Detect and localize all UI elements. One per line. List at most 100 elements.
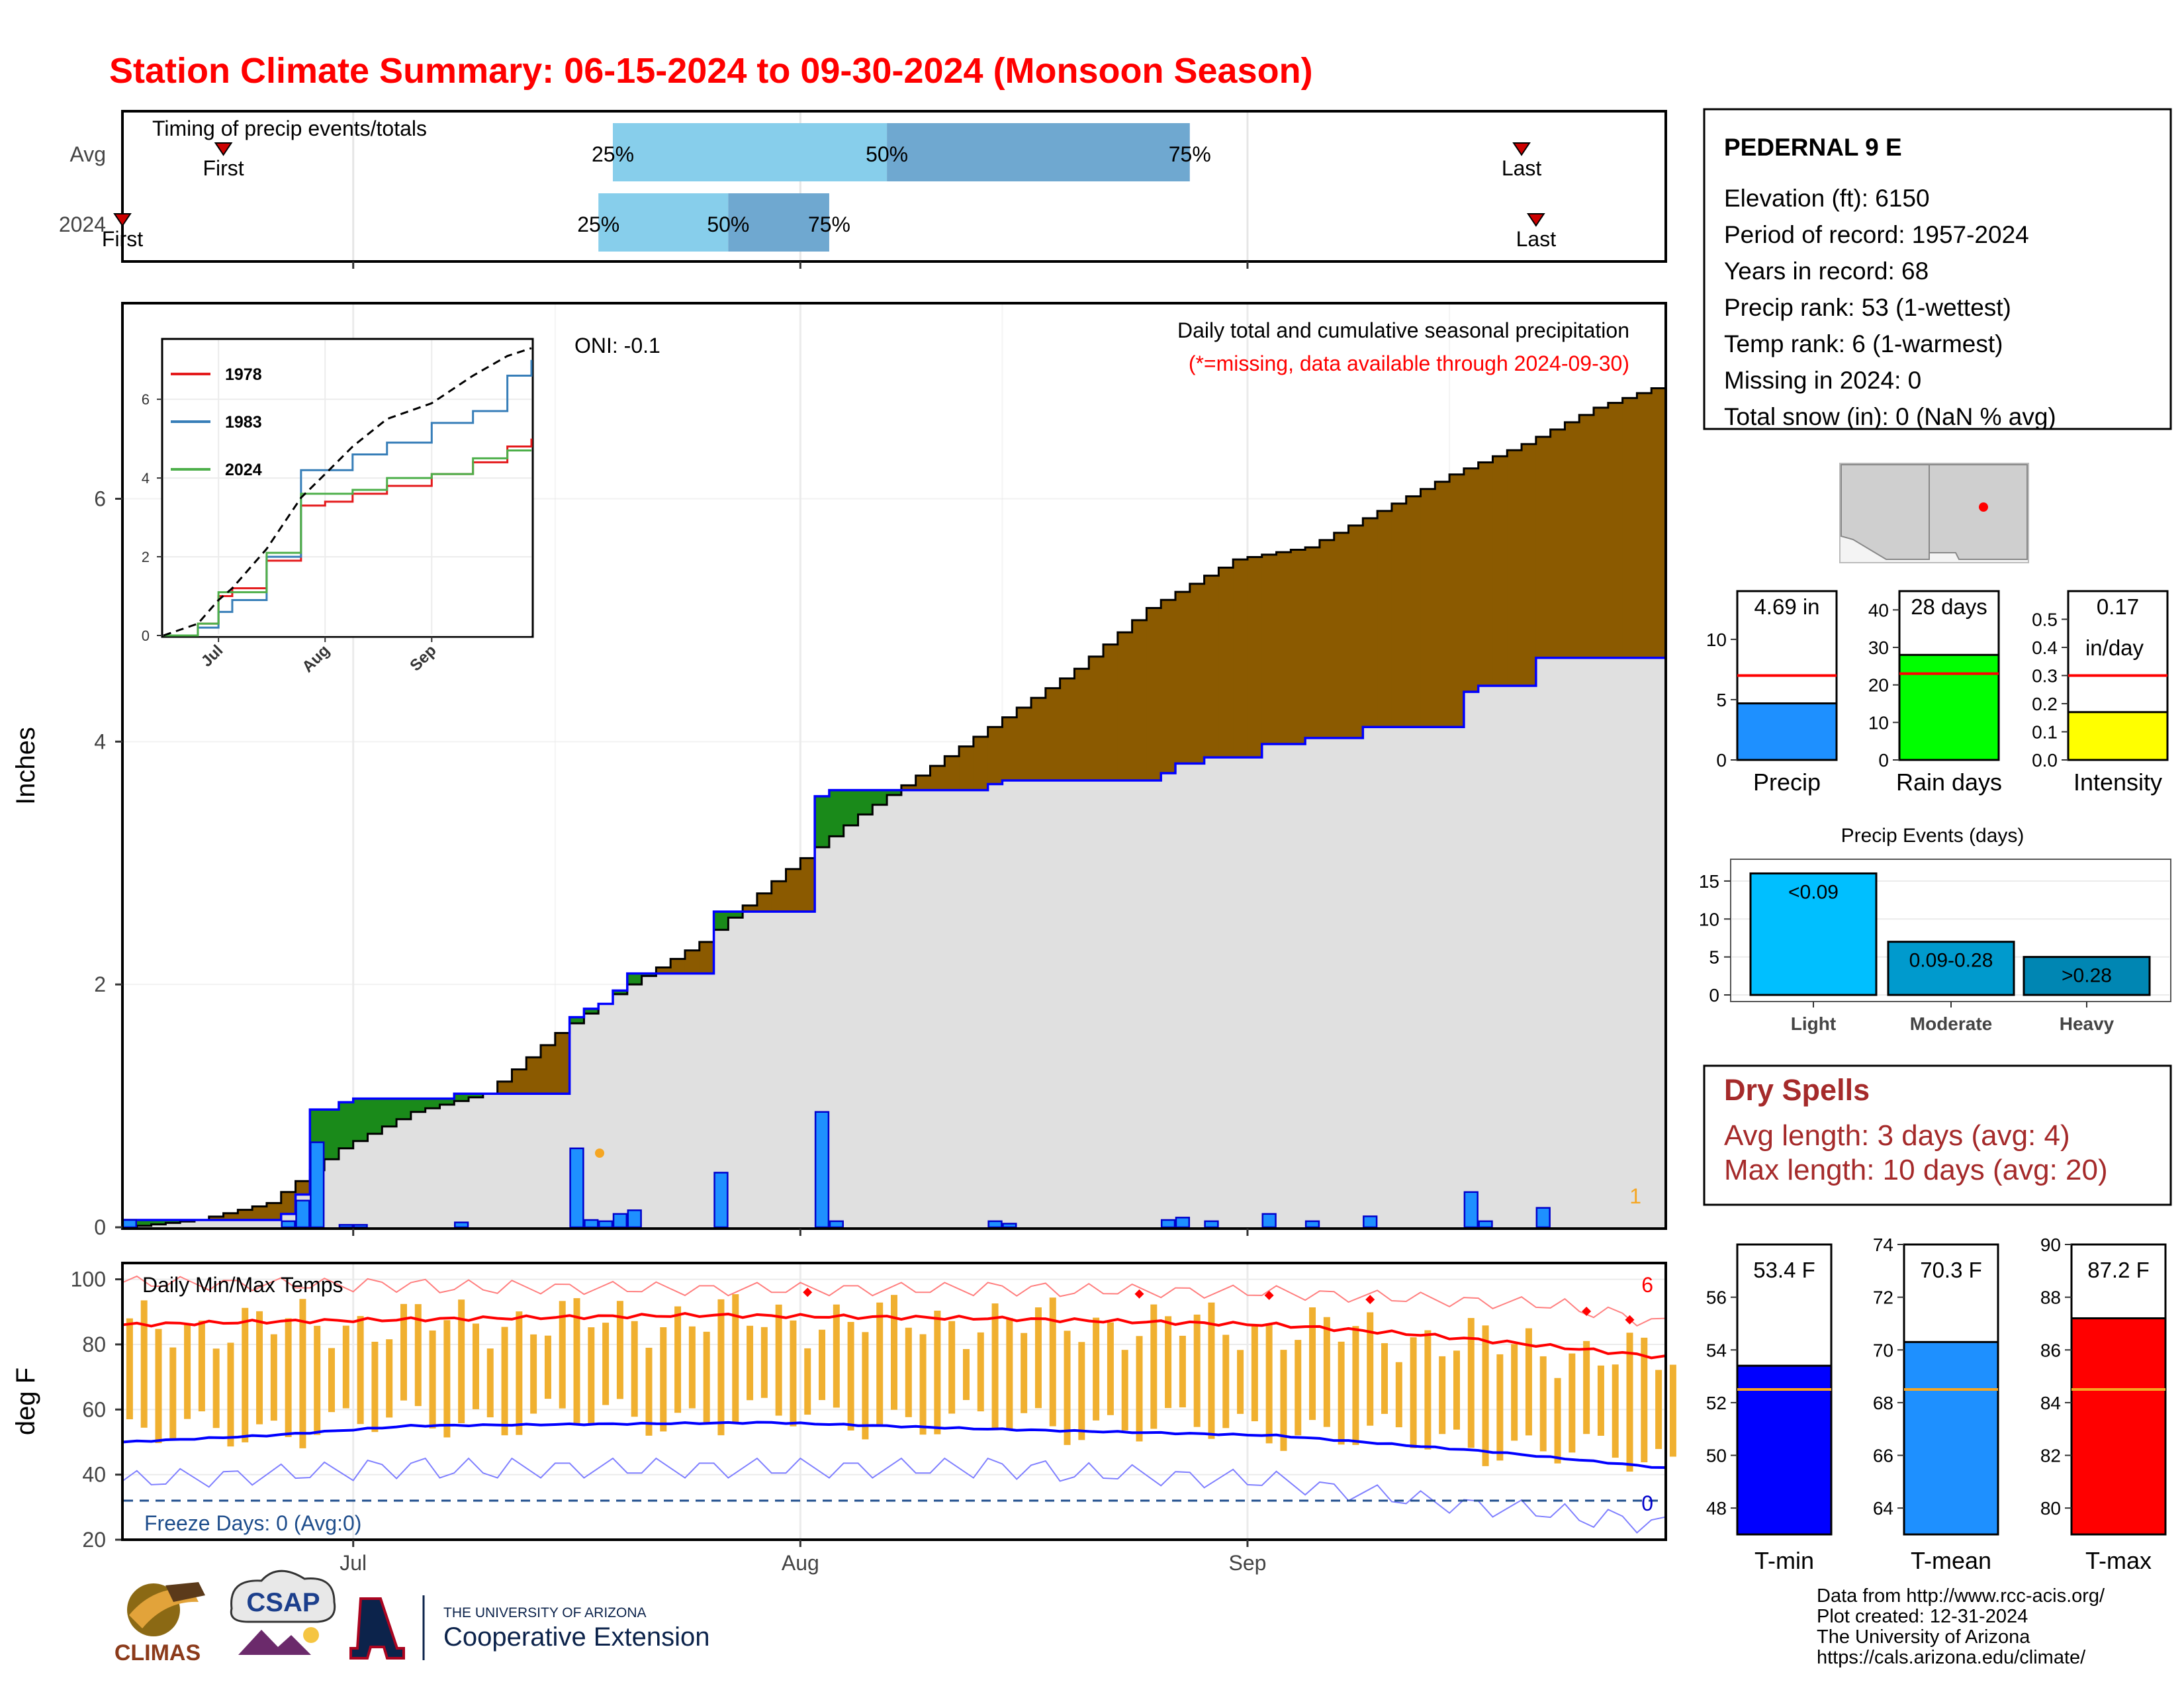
surplus-area	[439, 1098, 455, 1105]
inset-legend-label: 1978	[225, 365, 262, 384]
daily-temp-bar	[790, 1320, 797, 1427]
missing-count: 1	[1629, 1184, 1641, 1208]
temp-summary-tick-label: 48	[1706, 1498, 1727, 1519]
temp-summary-tick-label: 54	[1706, 1340, 1727, 1360]
temp-summary-tick-label: 66	[1873, 1446, 1893, 1466]
daily-temp-bar	[1179, 1335, 1186, 1408]
daily-temp-bar	[1150, 1304, 1158, 1429]
daily-temp-bar	[645, 1348, 653, 1436]
inset-line-avg	[163, 347, 532, 637]
dry-spells-panel: Dry Spells Avg length: 3 days (avg: 4) M…	[1703, 1064, 2172, 1206]
deficit-area	[1218, 567, 1234, 758]
temp-y-tick-label: 100	[71, 1268, 106, 1291]
surplus-area	[324, 1109, 340, 1160]
deficit-area	[1594, 407, 1609, 658]
deficit-area	[1132, 620, 1148, 781]
deficit-area	[1175, 592, 1191, 764]
dry-spells-frame	[1703, 1064, 2172, 1206]
daily-precip-bar	[281, 1220, 296, 1229]
summary-bars: 0 5 10 4.69 in Precip 0 10 20 30 40 28 days Rain da…	[1706, 590, 2169, 796]
deficit-area	[1449, 474, 1465, 727]
daily-temp-bar	[501, 1327, 508, 1436]
csap-logo-mountains	[238, 1630, 311, 1655]
daily-precip-bar	[295, 1199, 310, 1229]
inset-frame	[161, 338, 534, 638]
timing-first-label: First	[102, 227, 143, 251]
deficit-area	[756, 893, 772, 912]
precip-y-tick-label: 2	[94, 972, 106, 996]
daily-temp-bar	[1641, 1337, 1648, 1463]
deficit-area	[252, 1206, 267, 1220]
daily-temp-bar	[1338, 1341, 1345, 1445]
temp-summary-tick-label: 68	[1873, 1393, 1893, 1413]
daily-temp-bar	[991, 1303, 999, 1430]
daily-temp-bar	[919, 1334, 927, 1435]
daily-temp-bar	[1121, 1350, 1128, 1430]
daily-precip-bar	[353, 1224, 368, 1229]
deficit-area	[1276, 552, 1291, 744]
deficit-area	[266, 1203, 282, 1220]
daily-temp-bar	[804, 1348, 811, 1415]
daily-temp-bar	[1323, 1317, 1330, 1427]
temp-y-tick-label: 80	[82, 1333, 106, 1356]
events-bar	[1887, 941, 2015, 996]
daily-temp-bar	[1482, 1325, 1489, 1466]
surplus-area	[353, 1098, 369, 1141]
temp-y-tick-label: 60	[82, 1397, 106, 1421]
surplus-area	[815, 796, 830, 847]
average-max-line	[122, 1312, 1666, 1360]
daily-temp-bar	[1496, 1354, 1504, 1461]
deficit-area	[223, 1213, 238, 1220]
daily-temp-bar	[328, 1348, 336, 1413]
deficit-area	[1463, 468, 1479, 692]
daily-temp-bar	[1034, 1307, 1042, 1409]
daily-precip-bar	[310, 1141, 325, 1229]
daily-precip-bar	[1175, 1217, 1191, 1229]
ua-logo: THE UNIVERSITY OF ARIZONA Cooperative Ex…	[349, 1595, 709, 1660]
timing-row-2024-label: 2024	[59, 212, 106, 236]
average-cumulative-line	[122, 383, 1667, 1229]
ua-logo-top: THE UNIVERSITY OF ARIZONA	[443, 1605, 647, 1620]
surplus-area	[728, 912, 743, 918]
timing-q25-label: 25%	[577, 212, 619, 236]
station-precip-rank: Precip rank: 53 (1-wettest)	[1724, 294, 2011, 321]
climas-logo-text: CLIMAS	[114, 1640, 201, 1665]
daily-temp-bar	[1165, 1316, 1172, 1409]
daily-temp-bar	[1395, 1362, 1402, 1428]
daily-precip-bar	[454, 1221, 469, 1229]
daily-temp-bar	[1669, 1364, 1676, 1457]
inset-legend-label: 1983	[225, 413, 262, 432]
deficit-area	[670, 959, 686, 974]
deficit-area	[1233, 559, 1248, 758]
temp-summary-bars: 48 50 52 54 56 53.4 F T-min 64 66 68 70 72 74 70.3 F T…	[1706, 1235, 2167, 1574]
daily-temp-bar	[314, 1325, 321, 1435]
daily-temp-bar	[1021, 1333, 1028, 1413]
summary-bar-tick-label: 0.2	[2032, 694, 2058, 714]
deficit-area	[1002, 717, 1017, 781]
daily-precip-bar	[1463, 1191, 1479, 1229]
deficit-area	[1348, 525, 1363, 738]
daily-temp-bar	[256, 1311, 263, 1425]
summary-bar-tick-label: 10	[1868, 712, 1889, 733]
timing-last-marker	[1512, 142, 1531, 156]
date-x-tick-label: Jul	[340, 1551, 367, 1575]
missing-marker	[595, 1149, 604, 1158]
temp-summary-value	[1736, 1364, 1833, 1536]
daily-temp-bar	[660, 1327, 667, 1432]
deficit-area	[1146, 608, 1161, 781]
deficit-area	[541, 1045, 556, 1094]
temp-summary-tick-label: 88	[2040, 1288, 2061, 1308]
daily-temp-bar	[443, 1320, 451, 1438]
record-high-marker	[803, 1288, 813, 1297]
daily-temp-bar	[472, 1323, 479, 1409]
deficit-area	[281, 1192, 296, 1214]
daily-temp-bar	[342, 1325, 349, 1409]
events-bar	[2023, 956, 2151, 996]
daily-temp-bar	[1525, 1328, 1532, 1436]
deficit-area	[1420, 489, 1435, 727]
record-min-line	[122, 1457, 1666, 1534]
daily-temp-bar	[285, 1318, 292, 1437]
precip-areas	[122, 383, 1667, 1229]
daily-temp-bar	[1381, 1343, 1388, 1414]
